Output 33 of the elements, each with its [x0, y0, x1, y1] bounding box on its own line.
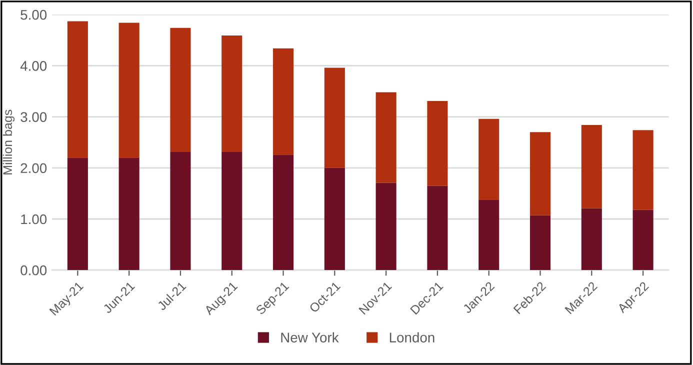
bar: [170, 152, 191, 270]
y-tick-label: 4.00: [20, 61, 47, 71]
bar: [376, 182, 396, 270]
bar: [222, 152, 242, 270]
bar: [632, 210, 654, 270]
bar: [530, 215, 551, 270]
bar: [324, 168, 345, 270]
bar: [530, 132, 551, 216]
bar: [324, 68, 345, 168]
bar: [67, 158, 88, 270]
bar: [632, 130, 654, 210]
bar: [581, 208, 602, 270]
y-tick-label: 5.00: [20, 10, 47, 20]
bar: [427, 100, 448, 186]
bar: [272, 154, 294, 270]
bar: [170, 28, 191, 152]
bar: [427, 186, 448, 270]
bar: [478, 200, 500, 270]
bar: [376, 92, 396, 183]
y-tick-label: 0.00: [20, 265, 47, 276]
bar: [67, 21, 88, 158]
bar: [118, 158, 140, 270]
bar: [222, 36, 242, 152]
y-tick-label: 3.00: [20, 112, 47, 122]
bar: [478, 118, 500, 200]
bar: [272, 48, 294, 155]
y-axis-title: Million bags: [2, 110, 15, 174]
y-tick-label: 1.00: [21, 214, 47, 224]
legend-label: London: [390, 332, 434, 342]
bar: [581, 124, 602, 208]
legend-label: New York: [281, 332, 339, 342]
bar: [118, 22, 140, 158]
y-tick-label: 2.00: [20, 163, 47, 174]
